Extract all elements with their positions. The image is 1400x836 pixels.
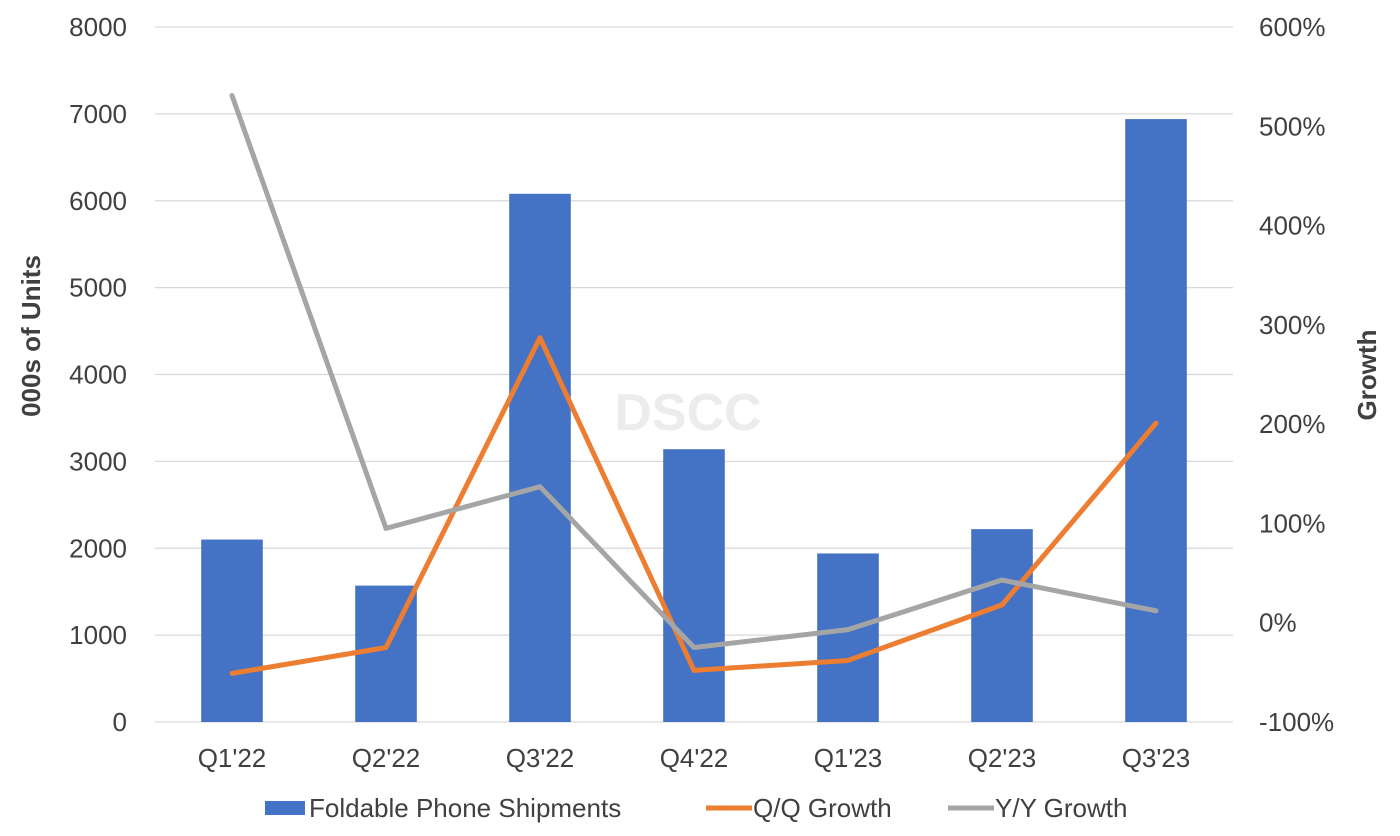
bar (817, 553, 879, 722)
bar (663, 449, 725, 722)
y-tick-label: 0 (113, 707, 127, 737)
y2-tick-label: -100% (1259, 707, 1334, 737)
left-axis-title: 000s of Units (16, 255, 46, 417)
legend: Foldable Phone Shipments Q/Q Growth Y/Y Gr… (265, 793, 1127, 823)
y2-tick-label: 300% (1259, 310, 1326, 340)
x-tick-label: Q3'23 (1122, 743, 1191, 773)
y2-tick-label: 0% (1259, 608, 1297, 638)
legend-label: Foldable Phone Shipments (309, 793, 621, 823)
x-tick-label: Q2'23 (968, 743, 1037, 773)
left-axis-ticks: 0 1000 2000 3000 4000 5000 6000 7000 8000 (69, 12, 127, 737)
legend-swatch (265, 801, 305, 815)
watermark: DSCC (614, 384, 761, 442)
y-tick-label: 8000 (69, 12, 127, 42)
x-tick-label: Q3'22 (506, 743, 575, 773)
y-tick-label: 2000 (69, 533, 127, 563)
line-series (229, 93, 1159, 676)
x-tick-label: Q1'23 (814, 743, 883, 773)
x-tick-label: Q2'22 (352, 743, 421, 773)
y-tick-label: 1000 (69, 620, 127, 650)
legend-label: Q/Q Growth (753, 793, 892, 823)
bar (509, 193, 571, 723)
right-axis-ticks: -100% 0% 100% 200% 300% 400% 500% 600% (1259, 12, 1334, 737)
right-axis-title: Growth (1352, 330, 1382, 421)
y2-tick-label: 100% (1259, 508, 1326, 538)
y-tick-label: 6000 (69, 186, 127, 216)
y-tick-label: 7000 (69, 99, 127, 129)
gridlines (155, 26, 1233, 723)
series-line (229, 93, 1159, 651)
x-tick-label: Q4'22 (660, 743, 729, 773)
y-tick-label: 4000 (69, 360, 127, 390)
y2-tick-label: 200% (1259, 409, 1326, 439)
y2-tick-label: 600% (1259, 12, 1326, 42)
bar (201, 539, 263, 722)
bar (971, 529, 1033, 722)
y-tick-label: 3000 (69, 446, 127, 476)
bar-series (201, 119, 1187, 723)
y2-tick-label: 500% (1259, 111, 1326, 141)
series-line (229, 335, 1159, 676)
y-tick-label: 5000 (69, 273, 127, 303)
legend-label: Y/Y Growth (995, 793, 1127, 823)
y2-tick-label: 400% (1259, 211, 1326, 241)
bar (1125, 119, 1187, 722)
category-axis-ticks: Q1'22 Q2'22 Q3'22 Q4'22 Q1'23 Q2'23 Q3'23 (198, 743, 1191, 773)
x-tick-label: Q1'22 (198, 743, 267, 773)
